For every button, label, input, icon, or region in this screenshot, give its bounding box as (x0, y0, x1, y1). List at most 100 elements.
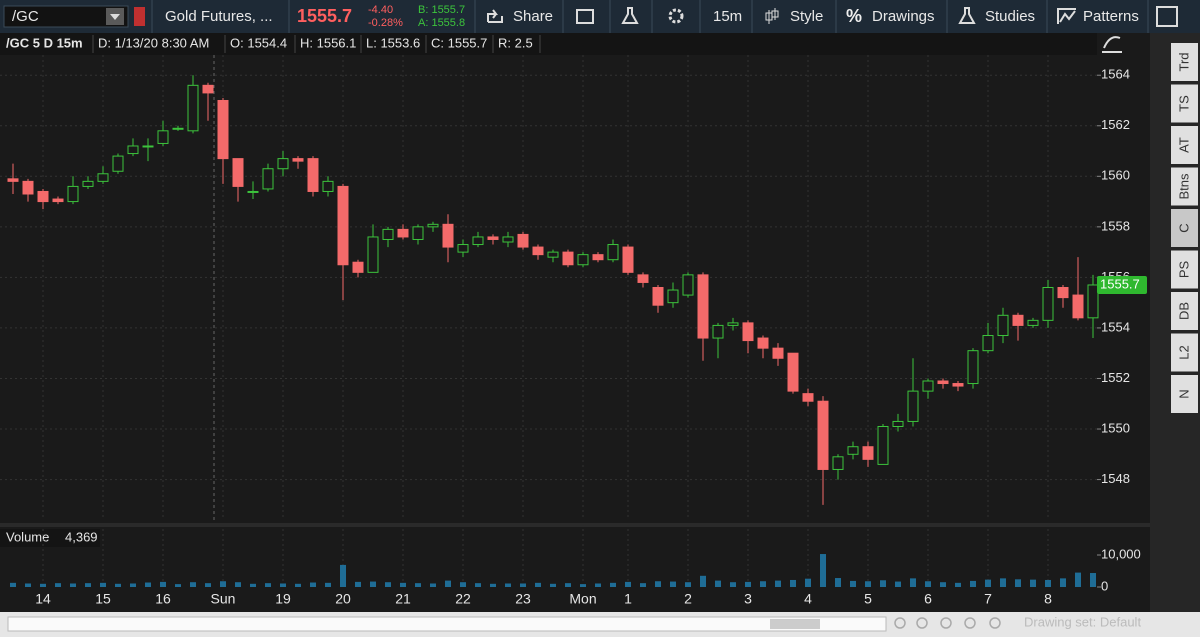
side-tab-label[interactable]: N (1176, 389, 1191, 398)
side-tab-label[interactable]: PS (1176, 261, 1191, 279)
side-tab[interactable] (1171, 333, 1198, 372)
volume-bar (25, 583, 31, 587)
volume-bar (145, 582, 151, 587)
change: -4.40 (368, 4, 393, 16)
volume-bar (610, 582, 616, 587)
flask-icon[interactable] (621, 7, 639, 24)
drawings-icon[interactable]: % (846, 6, 862, 26)
volume-bar (1090, 573, 1096, 587)
side-tab[interactable] (1171, 126, 1198, 164)
side-tab[interactable] (1171, 209, 1198, 247)
studies-icon[interactable] (958, 7, 976, 24)
side-tab[interactable] (1171, 292, 1198, 330)
side-tab[interactable] (1171, 250, 1198, 289)
candle-body (112, 155, 124, 172)
volume-bar (985, 579, 991, 587)
volume-bar (310, 582, 316, 587)
volume-bar (550, 583, 556, 587)
volume-bar (460, 582, 466, 587)
candle-body (802, 393, 814, 402)
candle-body (337, 185, 349, 266)
side-tab-label[interactable]: C (1176, 223, 1191, 232)
candle-body (592, 254, 604, 261)
candle-body (772, 347, 784, 359)
volume-bar (505, 583, 511, 587)
volume-bar (925, 581, 931, 587)
share-icon[interactable] (487, 9, 503, 23)
volume-bar (775, 580, 781, 587)
candle-body (52, 198, 64, 203)
patterns-icon[interactable] (1057, 8, 1076, 24)
x-tick-label: 21 (395, 591, 411, 607)
layout-icon[interactable] (1156, 6, 1178, 27)
side-tab-label[interactable]: DB (1176, 302, 1191, 320)
candle-body (217, 99, 229, 160)
header-symbol: /GC 5 D 15m (6, 35, 83, 50)
side-tab-label[interactable]: L2 (1176, 345, 1191, 359)
volume-header (0, 529, 100, 547)
studies[interactable]: Studies (985, 8, 1035, 25)
candle-body (67, 185, 79, 203)
candle-body (37, 190, 49, 203)
candle-body (892, 420, 904, 427)
candle-body (277, 158, 289, 170)
x-tick-label: Sun (211, 591, 236, 607)
volume-title: Volume (6, 529, 49, 544)
volume-y-tick-label: 10,000 (1101, 546, 1141, 561)
volume-bar (655, 581, 661, 587)
volume-bar (235, 582, 241, 587)
candle-body (97, 173, 109, 182)
change-pct: -0.28% (368, 17, 403, 29)
link-icon[interactable] (134, 7, 145, 26)
side-tab-label[interactable]: TS (1176, 95, 1191, 112)
candle-body (442, 223, 454, 248)
volume-bar (520, 583, 526, 587)
volume-bar (820, 554, 826, 587)
side-tab[interactable] (1171, 43, 1198, 81)
candle-body (1042, 287, 1054, 321)
drawing-set[interactable]: Drawing set: Default (1024, 614, 1141, 629)
candle-body (517, 233, 529, 248)
settings-icon[interactable] (668, 8, 684, 24)
chart-header (0, 33, 1097, 55)
symbol[interactable]: /GC (12, 8, 39, 25)
style-icon[interactable] (765, 8, 779, 24)
scroll-track[interactable] (7, 616, 887, 632)
x-tick-label: 5 (864, 591, 872, 607)
interval[interactable]: 15m (713, 8, 742, 25)
x-tick-label: 2 (684, 591, 692, 607)
side-tab[interactable] (1171, 84, 1198, 123)
volume-bar (805, 578, 811, 587)
candle-body (982, 335, 994, 352)
volume-bar (730, 582, 736, 587)
candle-body (142, 145, 154, 148)
side-tab-label[interactable]: AT (1176, 137, 1191, 153)
zoom-icons[interactable] (894, 617, 1001, 629)
candle-body (667, 289, 679, 304)
candle-body (862, 446, 874, 460)
share[interactable]: Share (513, 8, 553, 25)
volume-bar (685, 582, 691, 587)
candle-body (247, 190, 259, 193)
x-axis (0, 590, 1150, 610)
volume-bar (250, 583, 256, 587)
side-tab-label[interactable]: Trd (1176, 52, 1191, 71)
side-tab[interactable] (1171, 375, 1198, 413)
symbol-box[interactable] (3, 5, 129, 28)
style[interactable]: Style (790, 8, 823, 25)
volume-bar (130, 583, 136, 587)
scroll-thumb[interactable] (770, 619, 820, 629)
drawings[interactable]: Drawings (872, 8, 935, 25)
volume-bar (910, 578, 916, 587)
candle-body (7, 178, 19, 182)
side-tab[interactable] (1171, 167, 1198, 206)
volume-bar (640, 583, 646, 587)
patterns[interactable]: Patterns (1083, 8, 1139, 25)
autofit-icon[interactable] (1102, 36, 1122, 53)
candle-body (292, 158, 304, 162)
calendar-icon[interactable] (576, 9, 594, 24)
side-tab-label[interactable]: Btns (1176, 173, 1191, 200)
x-tick-label: 1 (624, 591, 632, 607)
candle-body (352, 261, 364, 273)
candle-body (622, 246, 634, 273)
